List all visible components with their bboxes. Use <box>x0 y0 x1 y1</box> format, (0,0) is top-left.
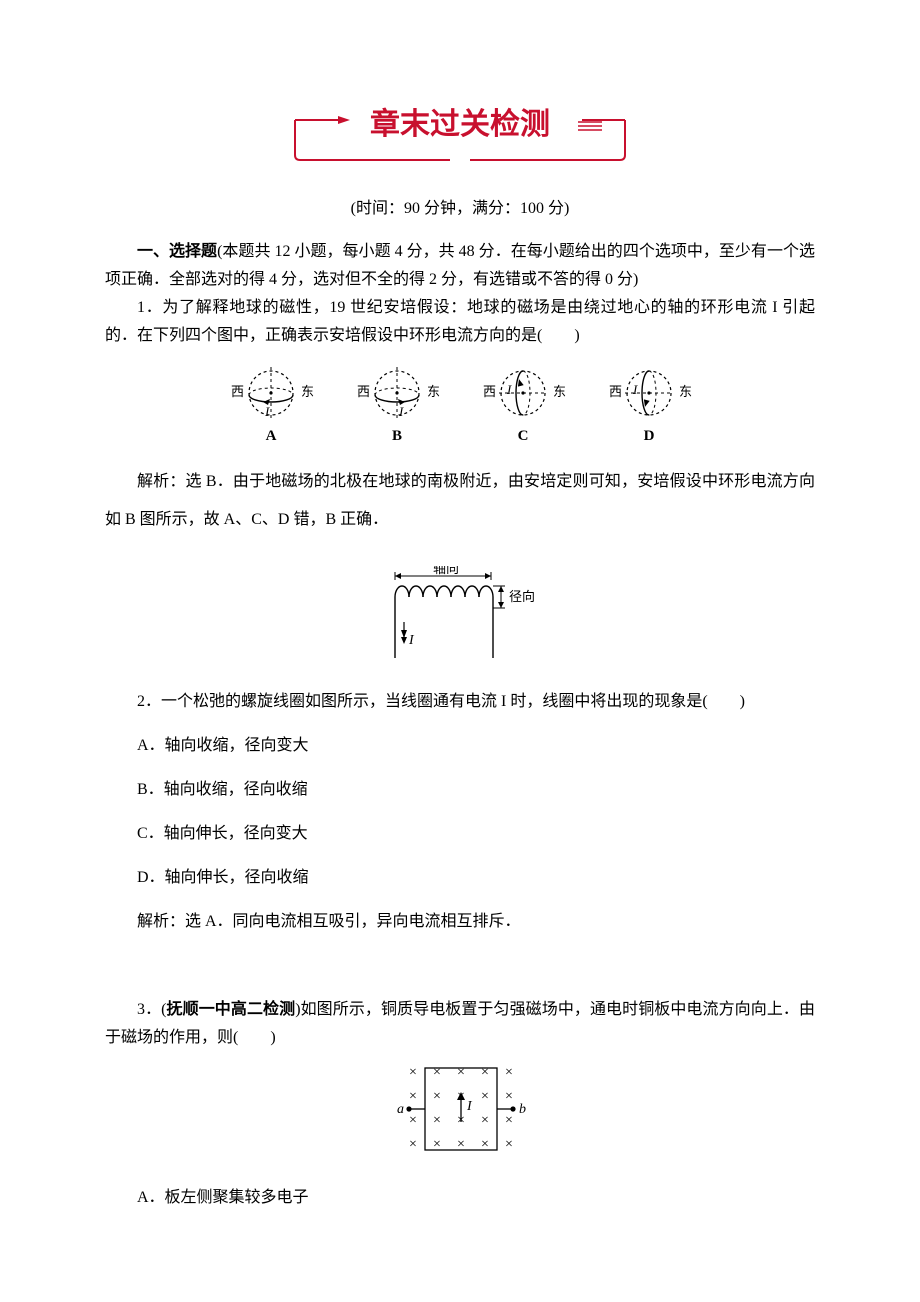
q1-svg-c: 西 东 I <box>475 364 571 422</box>
svg-text:×: × <box>409 1137 417 1152</box>
q1-svg-a: 西 东 I <box>223 364 319 422</box>
banner-text: 章末过关检测 <box>370 107 550 141</box>
svg-text:×: × <box>505 1137 513 1152</box>
q1-fig-d: 西 东 I D <box>601 364 697 445</box>
q1-label-d: D <box>644 428 655 445</box>
q1-label-b: B <box>392 428 402 445</box>
svg-text:I: I <box>466 1099 473 1114</box>
q1-fig-b: 西 东 I B <box>349 364 445 445</box>
svg-text:×: × <box>433 1089 441 1104</box>
chapter-banner: 章末过关检测 <box>105 100 815 164</box>
svg-text:×: × <box>409 1089 417 1104</box>
svg-text:轴向: 轴向 <box>433 566 459 576</box>
svg-text:×: × <box>433 1113 441 1128</box>
q3-stem: 3．(抚顺一中高二检测)如图所示，铜质导电板置于匀强磁场中，通电时铜板中电流方向… <box>105 996 815 1052</box>
svg-text:×: × <box>505 1089 513 1104</box>
svg-text:I: I <box>398 404 404 419</box>
q3-prefix: 3．( <box>137 1001 166 1018</box>
q2-stem: 2．一个松弛的螺旋线圈如图所示，当线圈通有电流 I 时，线圈中将出现的现象是( … <box>105 688 815 716</box>
q2-option-b: B．轴向收缩，径向收缩 <box>105 776 815 804</box>
q2-option-a: A．轴向收缩，径向变大 <box>105 732 815 760</box>
q1-analysis: 解析：选 B．由于地磁场的北极在地球的南极附近，由安培定则可知，安培假设中环形电… <box>105 463 815 540</box>
q3-svg: ××××× ××××× ××××× ××××× a b I <box>375 1060 545 1166</box>
svg-text:×: × <box>409 1065 417 1080</box>
svg-text:I: I <box>632 382 638 397</box>
svg-text:东: 东 <box>553 384 566 399</box>
svg-text:×: × <box>433 1065 441 1080</box>
svg-text:I: I <box>408 633 415 648</box>
q1-svg-b: 西 东 I <box>349 364 445 422</box>
svg-text:西: 西 <box>609 384 622 399</box>
svg-text:×: × <box>481 1065 489 1080</box>
q3-figure: ××××× ××××× ××××× ××××× a b I <box>105 1060 815 1166</box>
section-heading: 一、选择题 <box>137 243 217 260</box>
svg-text:西: 西 <box>357 384 370 399</box>
spacing-gap <box>105 936 815 996</box>
svg-text:×: × <box>481 1113 489 1128</box>
svg-text:×: × <box>505 1113 513 1128</box>
page: 章末过关检测 (时间：90 分钟，满分：100 分) 一、选择题(本题共 12 … <box>0 0 920 1302</box>
q2-figure: 轴向 径向 <box>105 566 815 666</box>
q1-label-a: A <box>266 428 277 445</box>
svg-text:东: 东 <box>679 384 692 399</box>
svg-text:I: I <box>506 382 512 397</box>
svg-text:东: 东 <box>301 384 314 399</box>
svg-text:a: a <box>397 1102 404 1117</box>
q1-figure-row: 西 东 I A 西 东 <box>105 364 815 445</box>
svg-text:×: × <box>481 1089 489 1104</box>
q2-option-d: D．轴向伸长，径向收缩 <box>105 864 815 892</box>
q1-label-c: C <box>518 428 529 445</box>
q2-option-c: C．轴向伸长，径向变大 <box>105 820 815 848</box>
q3-option-a: A．板左侧聚集较多电子 <box>105 1184 815 1212</box>
q1-stem: 1．为了解释地球的磁性，19 世纪安培假设：地球的磁场是由绕过地心的轴的环形电流… <box>105 294 815 350</box>
svg-text:东: 东 <box>427 384 440 399</box>
svg-text:×: × <box>409 1113 417 1128</box>
banner-svg: 章末过关检测 <box>250 100 670 164</box>
svg-text:b: b <box>519 1102 526 1117</box>
section-intro: 一、选择题(本题共 12 小题，每小题 4 分，共 48 分．在每小题给出的四个… <box>105 238 815 294</box>
svg-text:径向: 径向 <box>509 589 535 604</box>
q1-fig-c: 西 东 I C <box>475 364 571 445</box>
q3-source: 抚顺一中高二检测 <box>166 1001 295 1018</box>
svg-text:I: I <box>264 404 270 419</box>
q2-analysis: 解析：选 A．同向电流相互吸引，异向电流相互排斥． <box>105 908 815 936</box>
exam-timing: (时间：90 分钟，满分：100 分) <box>105 194 815 218</box>
q1-fig-a: 西 东 I A <box>223 364 319 445</box>
q1-svg-d: 西 东 I <box>601 364 697 422</box>
svg-text:×: × <box>505 1065 513 1080</box>
svg-text:×: × <box>457 1065 465 1080</box>
svg-text:西: 西 <box>231 384 244 399</box>
q2-svg: 轴向 径向 <box>373 566 548 666</box>
svg-text:西: 西 <box>483 384 496 399</box>
q2-options: A．轴向收缩，径向变大 B．轴向收缩，径向收缩 C．轴向伸长，径向变大 D．轴向… <box>105 732 815 892</box>
